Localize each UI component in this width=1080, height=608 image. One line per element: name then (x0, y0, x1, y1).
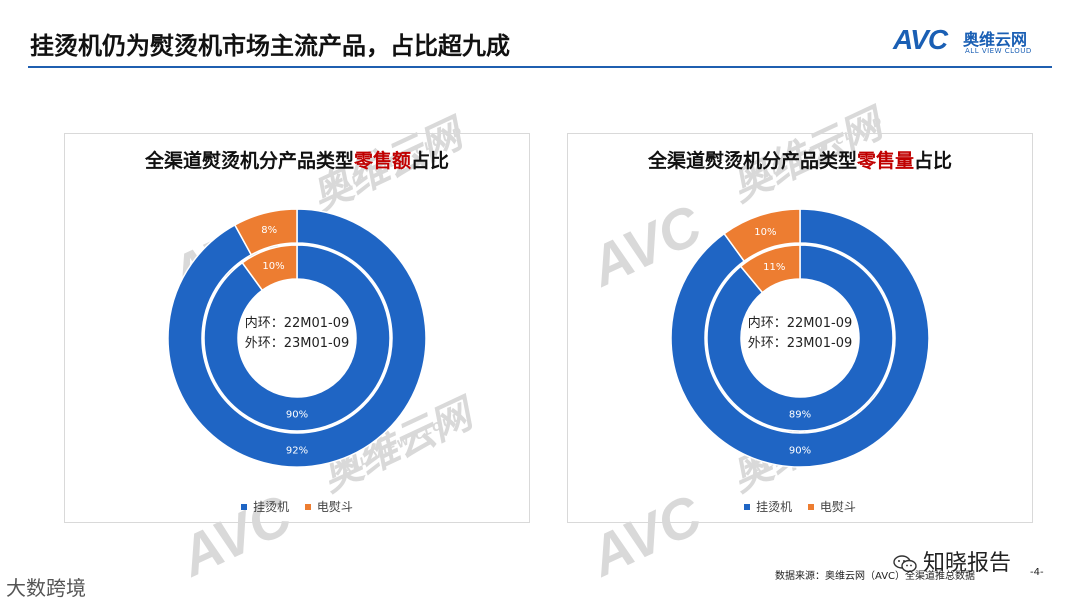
center-label-line1: 内环：22M01-09 (245, 315, 350, 331)
donut-chart: 89% 11% 90% 10% 内环：22M01-09 外环：23M01-09 (670, 208, 930, 468)
bottom-watermark: 大数跨境 (6, 576, 86, 600)
wechat-icon (893, 555, 917, 573)
page-number: -4- (1030, 567, 1044, 578)
chart-title: 全渠道熨烫机分产品类型零售量占比 (568, 146, 1032, 173)
chart-card-retail-volume: 全渠道熨烫机分产品类型零售量占比 89% 11% 90% 10% 内环：22M01-0… (567, 133, 1033, 523)
legend-swatch-blue (744, 503, 751, 510)
chart-legend: 挂烫机 电熨斗 (65, 498, 529, 515)
chart-title-highlight: 零售量 (856, 150, 914, 172)
logo-cn-text: 奥维云网 (963, 30, 1028, 49)
center-label-line2: 外环：23M01-09 (245, 336, 350, 351)
legend-label: 挂烫机 (756, 500, 793, 514)
legend-item-steamer: 挂烫机 (744, 498, 792, 515)
title-divider (28, 66, 1052, 68)
legend-swatch-blue (241, 503, 248, 510)
page-title: 挂烫机仍为熨烫机市场主流产品，占比超九成 (30, 32, 510, 60)
slice-label: 10% (262, 261, 284, 272)
legend-swatch-orange (304, 503, 311, 510)
chart-title-prefix: 全渠道熨烫机分产品类型 (144, 150, 354, 172)
slice-label: 11% (763, 262, 785, 273)
center-label-line1: 内环：22M01-09 (748, 315, 853, 331)
slice-label: 10% (754, 227, 776, 238)
donut-slice-inner-iron (241, 244, 298, 292)
chart-title: 全渠道熨烫机分产品类型零售额占比 (65, 146, 529, 173)
slice-label: 92% (286, 446, 308, 457)
legend-item-iron: 电熨斗 (807, 498, 856, 515)
legend-item-iron: 电熨斗 (304, 498, 353, 515)
chart-title-suffix: 占比 (411, 150, 450, 172)
chart-legend: 挂烫机 电熨斗 (568, 498, 1032, 515)
donut-slice-outer-iron (723, 208, 801, 263)
slice-label: 8% (261, 225, 277, 236)
data-source: 数据来源：奥维云网（AVC）全渠道推总数据 (775, 571, 976, 582)
wechat-text: 知晓报告 (923, 551, 1012, 576)
donut-slice-inner-iron (739, 244, 801, 294)
legend-item-steamer: 挂烫机 (241, 498, 289, 515)
wechat-badge: 知晓报告 (893, 545, 1011, 577)
donut-slice-outer-steamer (670, 208, 930, 468)
slice-label: 89% (789, 410, 811, 421)
logo-mark: AVC (893, 24, 948, 55)
slice-label: 90% (789, 446, 811, 457)
legend-label: 电熨斗 (819, 500, 856, 514)
chart-card-retail-sales: 全渠道熨烫机分产品类型零售额占比 90% 10% 92% 8% 内环：22M01-09… (64, 133, 530, 523)
legend-label: 挂烫机 (253, 500, 290, 514)
legend-label: 电熨斗 (316, 500, 353, 514)
donut-chart: 90% 10% 92% 8% 内环：22M01-09 外环：23M01-09 (167, 208, 427, 468)
center-label-line2: 外环：23M01-09 (748, 336, 853, 351)
chart-title-prefix: 全渠道熨烫机分产品类型 (647, 150, 857, 172)
donut-slice-outer-steamer (167, 208, 427, 468)
chart-title-suffix: 占比 (914, 150, 953, 172)
donut-slice-inner-steamer (706, 244, 894, 432)
chart-title-highlight: 零售额 (353, 150, 411, 172)
legend-swatch-orange (807, 503, 814, 510)
donut-slice-inner-steamer (203, 244, 391, 432)
donut-slice-outer-iron (233, 208, 298, 256)
slice-label: 90% (286, 410, 308, 421)
logo-en-text: ALL VIEW CLOUD (965, 47, 1032, 55)
